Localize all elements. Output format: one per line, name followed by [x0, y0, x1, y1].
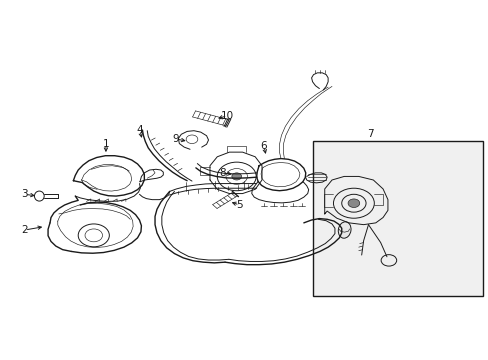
Text: 1: 1 — [102, 139, 109, 149]
Ellipse shape — [338, 222, 350, 238]
Bar — [312, 141, 482, 296]
Text: 4: 4 — [136, 125, 143, 135]
Text: 9: 9 — [172, 134, 179, 144]
Text: 3: 3 — [21, 189, 28, 199]
Text: 7: 7 — [367, 129, 373, 139]
Text: 6: 6 — [260, 141, 267, 151]
Text: 8: 8 — [219, 168, 225, 178]
Text: 10: 10 — [221, 111, 234, 121]
Circle shape — [347, 199, 359, 207]
Circle shape — [231, 173, 241, 180]
Text: 5: 5 — [236, 200, 243, 210]
Text: 2: 2 — [21, 225, 28, 235]
